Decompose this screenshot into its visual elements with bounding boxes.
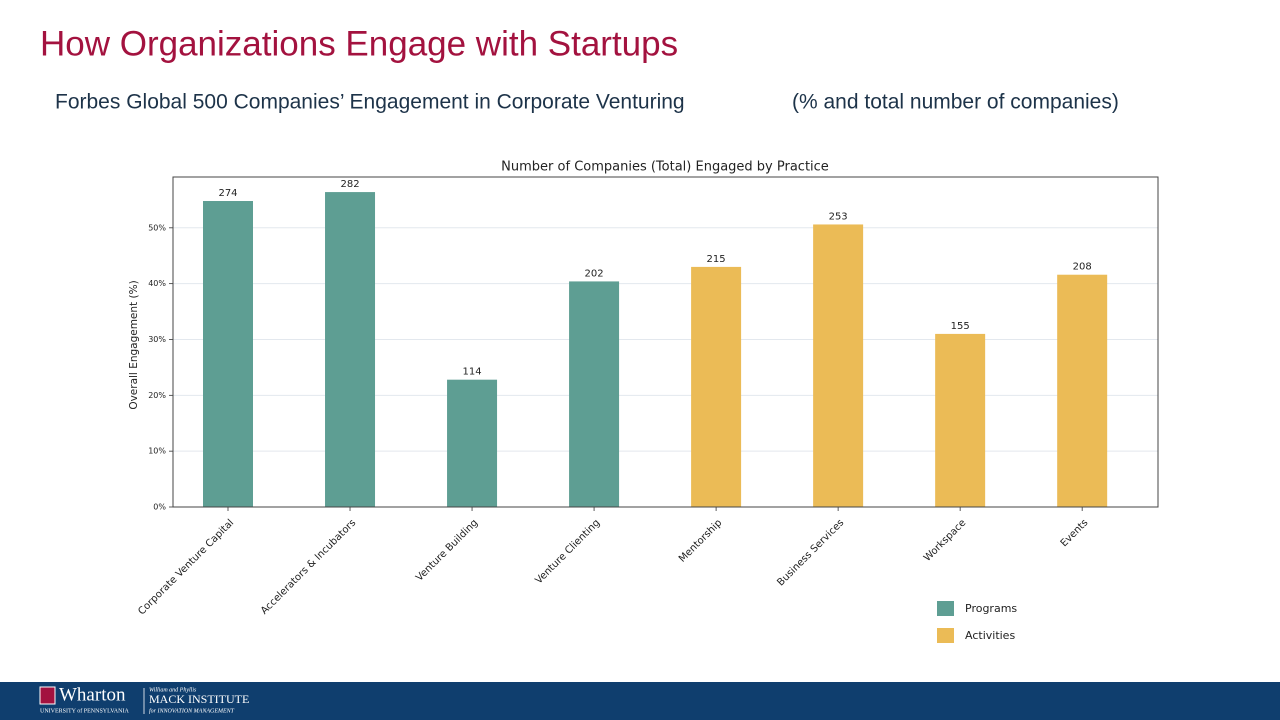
data-label: 202: [585, 268, 604, 279]
footer-bar: [0, 682, 1280, 720]
bar: [935, 333, 986, 507]
data-label: 208: [1073, 262, 1092, 273]
footer-university: UNIVERSITY of PENNSYLVANIA: [40, 707, 129, 714]
shield-icon: [39, 686, 56, 705]
legend-swatch: [937, 628, 954, 643]
bar: [203, 201, 253, 508]
bar: [1057, 274, 1108, 507]
slide-subtitle: Forbes Global 500 Companies’ Engagement …: [55, 91, 685, 114]
footer-brand: Wharton: [59, 684, 126, 705]
data-label: 215: [707, 254, 726, 265]
bar: [325, 192, 376, 507]
footer-institute: MACK INSTITUTE: [149, 692, 249, 706]
data-label: 253: [829, 211, 848, 222]
legend-label: Activities: [965, 629, 1015, 642]
data-label: 282: [340, 179, 359, 190]
y-tick-label: 30%: [148, 335, 166, 344]
footer-donors: William and Phyllis: [149, 687, 197, 693]
y-axis-label: Overall Engagement (%): [128, 280, 140, 409]
legend-swatch: [937, 601, 954, 616]
y-tick-label: 20%: [148, 391, 166, 400]
slide-title: How Organizations Engage with Startups: [40, 24, 678, 63]
y-tick-label: 40%: [148, 279, 166, 288]
legend-label: Programs: [965, 602, 1017, 615]
plot-frame: [172, 176, 1159, 508]
data-label: 155: [951, 321, 970, 332]
bar: [813, 224, 864, 508]
y-tick-label: 0%: [153, 503, 166, 512]
data-label: 114: [463, 367, 482, 378]
bar: [447, 379, 498, 507]
footer-institute-sub: for INNOVATION MANAGEMENT: [149, 707, 235, 714]
y-tick-label: 50%: [148, 223, 166, 232]
chart-title: Number of Companies (Total) Engaged by P…: [501, 160, 829, 175]
bar: [569, 281, 620, 507]
data-label: 274: [218, 188, 237, 199]
bar: [691, 266, 742, 507]
slide-subtitle-note: (% and total number of companies): [792, 91, 1119, 114]
y-tick-label: 10%: [148, 447, 166, 456]
